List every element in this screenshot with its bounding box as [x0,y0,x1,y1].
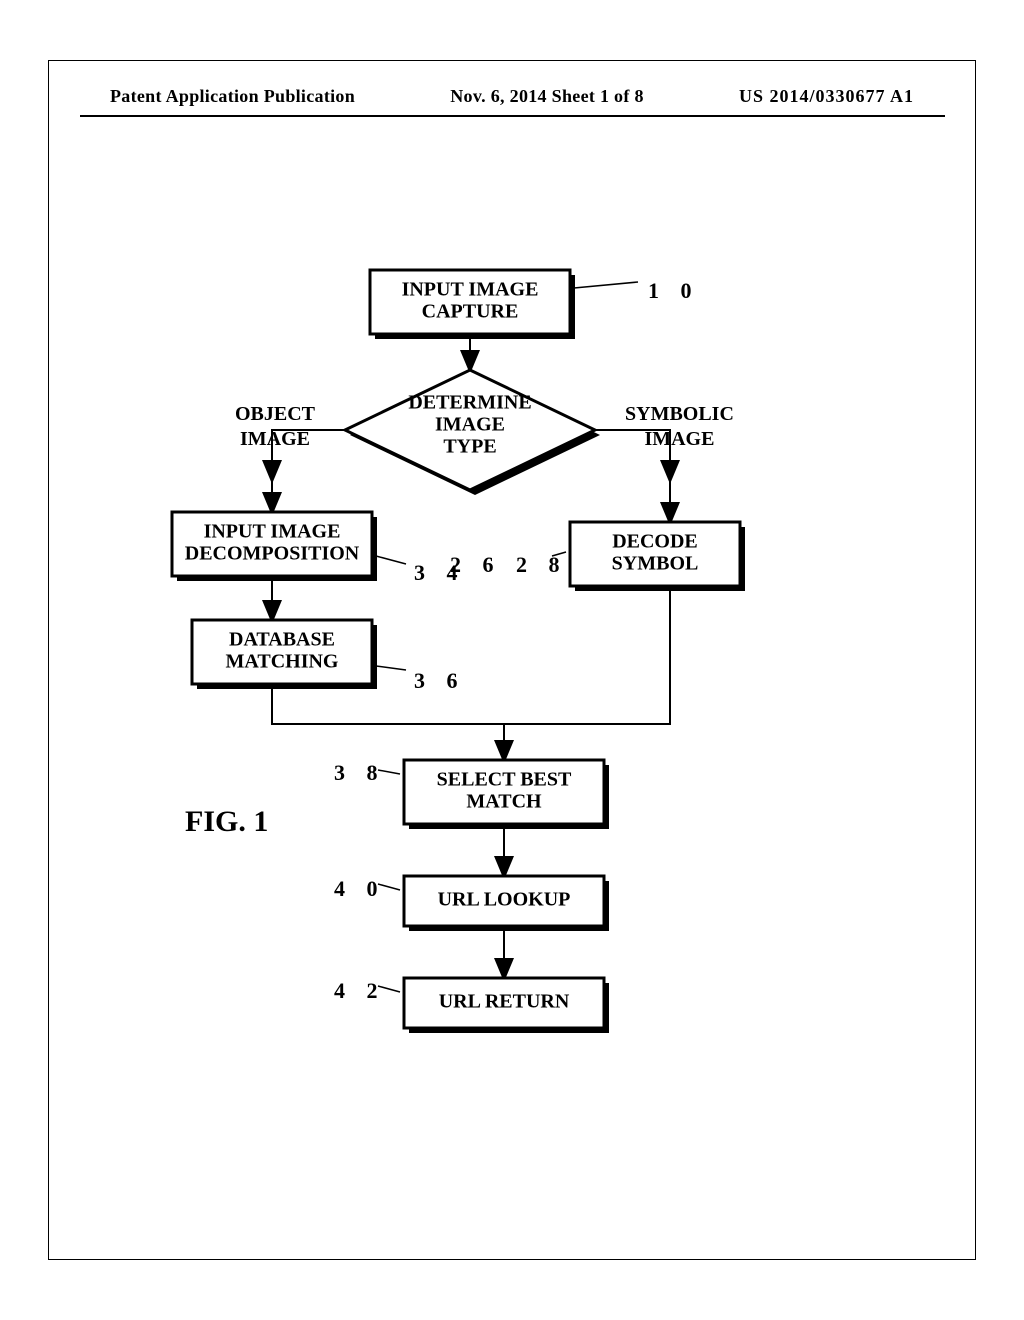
svg-text:SELECT BEST: SELECT BEST [437,769,572,791]
header-rule [80,115,945,117]
svg-text:DETERMINE: DETERMINE [408,392,531,414]
page-header: Patent Application Publication Nov. 6, 2… [0,86,1024,107]
branch-label: SYMBOLICIMAGE [625,402,734,452]
branch-label: OBJECTIMAGE [235,402,315,452]
svg-text:INPUT IMAGE: INPUT IMAGE [204,521,341,543]
svg-text:TYPE: TYPE [443,436,496,458]
ref-n38: 3 8 [334,760,386,786]
ref-n28: 2 8 [516,552,568,578]
ref-n40: 4 0 [334,876,386,902]
svg-text:URL RETURN: URL RETURN [439,991,570,1013]
svg-text:DECOMPOSITION: DECOMPOSITION [185,543,360,565]
svg-text:SYMBOL: SYMBOL [612,553,699,575]
ref-n42: 4 2 [334,978,386,1004]
flow-edge [272,684,504,760]
svg-text:URL LOOKUP: URL LOOKUP [438,889,571,911]
ref-n34: 3 4 [414,560,466,586]
ref-n10: 1 0 [648,278,700,304]
svg-text:CAPTURE: CAPTURE [422,301,519,323]
header-right: US 2014/0330677 A1 [739,86,914,107]
header-left: Patent Application Publication [110,86,355,107]
flow-edge [504,586,670,724]
figure-label: FIG. 1 [185,805,268,839]
svg-text:DECODE: DECODE [612,531,698,553]
ref-n36: 3 6 [414,668,466,694]
svg-text:IMAGE: IMAGE [435,414,505,436]
header-center: Nov. 6, 2014 Sheet 1 of 8 [450,86,644,107]
flowchart-svg: INPUT IMAGECAPTUREDETERMINEIMAGETYPEINPU… [0,170,1024,1230]
flowchart-container: INPUT IMAGECAPTUREDETERMINEIMAGETYPEINPU… [0,170,1024,1230]
svg-text:MATCH: MATCH [466,791,542,813]
svg-text:MATCHING: MATCHING [226,651,339,673]
svg-text:INPUT IMAGE: INPUT IMAGE [402,279,539,301]
svg-text:DATABASE: DATABASE [229,629,335,651]
